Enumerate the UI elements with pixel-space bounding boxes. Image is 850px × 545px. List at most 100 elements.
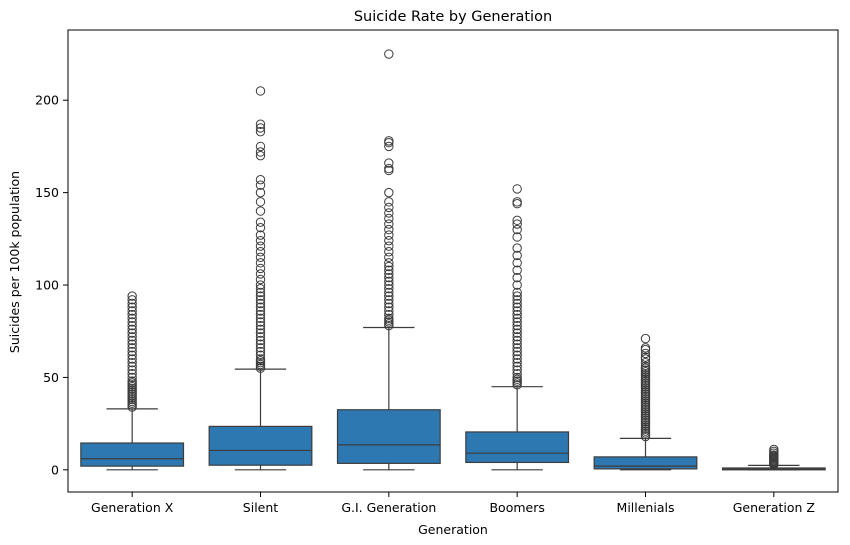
outlier-point — [512, 320, 522, 331]
outlier-point — [255, 150, 266, 161]
outlier-point — [255, 119, 266, 129]
x-tick-label: Millenials — [617, 500, 675, 515]
outlier-point — [384, 136, 394, 146]
outlier-point — [255, 332, 266, 342]
outlier-point — [127, 302, 137, 312]
outlier-point — [512, 298, 522, 309]
outlier-point — [255, 291, 266, 301]
outlier-point — [127, 372, 137, 383]
outlier-point — [512, 335, 522, 346]
outlier-point — [640, 343, 651, 353]
outlier-point — [640, 361, 651, 372]
outlier-point — [255, 295, 266, 305]
outlier-point — [512, 350, 522, 360]
outlier-point — [127, 320, 137, 331]
box-group — [465, 184, 570, 471]
outlier-point — [255, 317, 266, 327]
x-tick-label: Boomers — [489, 500, 544, 515]
box-group — [80, 291, 185, 471]
outlier-point — [384, 302, 394, 312]
outlier-point — [255, 247, 266, 257]
outlier-point — [640, 333, 651, 344]
outlier-point — [512, 219, 522, 229]
outlier-point — [512, 272, 522, 283]
outlier-point — [384, 291, 394, 301]
outlier-point — [512, 258, 522, 268]
y-tick-label: 50 — [43, 370, 59, 385]
outlier-point — [640, 357, 651, 368]
box-group — [721, 444, 826, 471]
outlier-point — [512, 361, 522, 372]
y-tick-label: 200 — [35, 93, 59, 108]
outlier-point — [255, 141, 266, 152]
outlier-point — [384, 298, 394, 309]
outlier-point — [512, 365, 522, 375]
outlier-point — [255, 252, 266, 263]
y-tick-label: 0 — [51, 462, 59, 477]
outlier-point — [127, 298, 137, 309]
outlier-point — [640, 348, 651, 359]
outlier-point — [127, 332, 137, 342]
outlier-point — [255, 174, 266, 185]
outlier-point — [384, 208, 394, 218]
outlier-point — [384, 295, 394, 305]
outlier-point — [384, 247, 394, 257]
outlier-point — [255, 343, 266, 353]
outlier-point — [384, 49, 394, 59]
outlier-point — [512, 199, 522, 209]
outlier-point — [512, 280, 522, 290]
outlier-point — [255, 223, 266, 233]
outlier-point — [255, 126, 266, 137]
outlier-point — [255, 280, 266, 290]
iqr-box — [465, 431, 570, 464]
outlier-point — [512, 354, 522, 364]
outlier-point — [384, 158, 394, 168]
outlier-point — [384, 230, 394, 240]
outlier-point — [512, 287, 522, 298]
outlier-point — [127, 317, 137, 327]
outlier-point — [127, 324, 137, 335]
outlier-point — [384, 306, 394, 316]
y-axis-label: Suicides per 100k population — [7, 171, 22, 353]
outlier-point — [512, 232, 522, 242]
outlier-point — [512, 250, 522, 261]
outlier-point — [127, 335, 137, 346]
outlier-point — [255, 313, 266, 323]
y-axis: 0 50 100 150 200 — [35, 93, 68, 477]
x-tick-label: G.I. Generation — [341, 500, 436, 515]
y-tick-label: 100 — [35, 278, 59, 293]
outlier-point — [512, 306, 522, 316]
outlier-point — [384, 197, 394, 207]
outlier-point — [512, 224, 522, 235]
outlier-point — [127, 361, 137, 372]
outlier-point — [384, 235, 394, 246]
iqr-box — [80, 442, 185, 467]
outlier-point — [255, 339, 266, 349]
x-tick-label: Generation Z — [733, 500, 815, 515]
outlier-point — [127, 369, 137, 379]
outlier-point — [255, 298, 266, 309]
outlier-point — [512, 339, 522, 349]
x-tick-label: Generation X — [91, 500, 174, 515]
outlier-point — [255, 306, 266, 316]
outlier-point — [255, 230, 266, 240]
outlier-point — [512, 184, 522, 194]
outlier-point — [512, 357, 522, 368]
outlier-point — [512, 343, 522, 353]
box-group — [208, 86, 313, 471]
outlier-point — [127, 346, 137, 357]
outlier-point — [384, 224, 394, 235]
box-group — [593, 333, 698, 471]
outlier-point — [512, 291, 522, 301]
outlier-point — [512, 197, 522, 207]
outlier-point — [512, 372, 522, 383]
x-axis-label: Generation — [418, 522, 488, 537]
outlier-point — [127, 343, 137, 353]
outlier-point — [512, 324, 522, 335]
outlier-point — [512, 215, 522, 226]
outlier-point — [127, 339, 137, 349]
outlier-point — [127, 357, 137, 368]
outlier-point — [127, 306, 137, 316]
iqr-box — [336, 409, 441, 464]
